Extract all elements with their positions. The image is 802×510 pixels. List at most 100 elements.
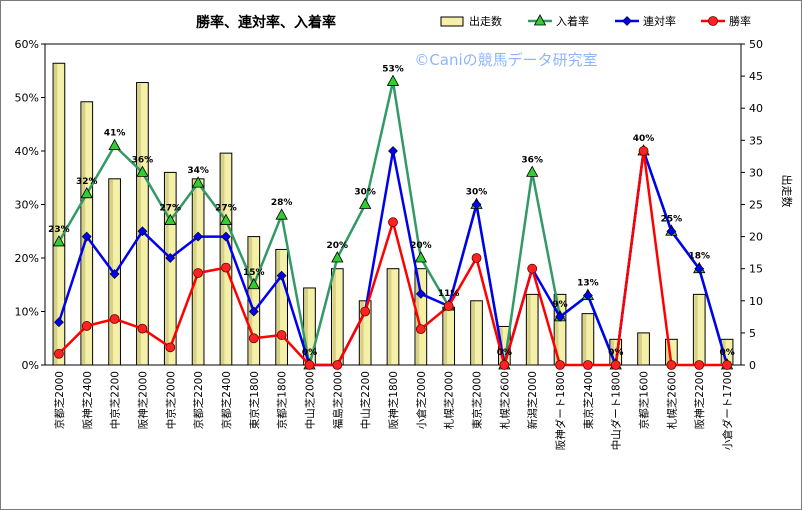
point-circle	[54, 348, 64, 359]
point-diamond	[109, 269, 120, 279]
bar-shade	[81, 102, 86, 364]
point-diamond	[415, 288, 426, 299]
legend-item: 入着率	[528, 14, 589, 28]
point-triangle	[136, 165, 149, 177]
bar	[525, 293, 539, 366]
point-triangle	[191, 176, 205, 188]
legend-label: 入着率	[556, 14, 589, 28]
bar-shade	[443, 308, 448, 364]
bar-body	[525, 293, 539, 366]
right-tick-label: 15	[749, 263, 763, 276]
left-tick-label: 0%	[22, 359, 39, 372]
right-tick-label: 20	[749, 231, 763, 244]
left-tick-label: 30%	[15, 199, 39, 212]
bar	[52, 62, 66, 366]
category-label: 京都芝2000	[53, 371, 66, 429]
point-circle	[610, 360, 621, 370]
category-label: 阪神芝1800	[387, 371, 400, 429]
bar-shade	[221, 154, 225, 364]
bar-shade	[165, 173, 169, 364]
point-triangle	[108, 138, 121, 151]
bar-shade	[276, 250, 281, 364]
category-label: 中山芝2000	[303, 371, 316, 429]
point-diamond	[193, 231, 204, 242]
point-triangle	[414, 251, 428, 263]
bar-body	[386, 268, 400, 366]
right-tick-label: 5	[749, 327, 756, 340]
data-label: 0%	[497, 348, 512, 358]
bar	[581, 313, 595, 366]
right-axis-label: 出走数	[780, 175, 794, 208]
bar-body	[219, 152, 233, 366]
point-diamond	[165, 253, 176, 263]
category-label: 阪神芝2400	[81, 371, 94, 429]
data-label: 15%	[243, 268, 265, 278]
data-label: 23%	[48, 225, 70, 235]
bar-shade	[304, 288, 308, 364]
data-label: 20%	[410, 241, 432, 251]
category-label: 新潟芝2000	[526, 371, 539, 429]
point-triangle	[331, 251, 344, 263]
point-circle	[109, 314, 120, 324]
bar-shade	[583, 314, 587, 364]
data-label: 28%	[271, 198, 293, 208]
category-label: 京都芝1600	[638, 371, 651, 429]
category-label: 阪神芝2200	[693, 371, 706, 429]
point-triangle	[358, 197, 372, 209]
chart-title: 勝率、連対率、入着率	[196, 14, 336, 31]
point-triangle	[164, 213, 177, 225]
left-tick-label: 60%	[15, 38, 39, 51]
data-label: 32%	[76, 177, 98, 187]
legend-label: 出走数	[469, 14, 502, 28]
category-label: 札幌芝2600	[665, 371, 678, 429]
right-tick-label: 25	[749, 199, 763, 212]
category-label: 東京芝1800	[248, 371, 261, 429]
point-circle	[221, 262, 231, 273]
point-diamond	[694, 263, 705, 274]
line-series	[52, 74, 734, 370]
data-label: 20%	[327, 241, 349, 251]
data-label: 53%	[382, 64, 404, 74]
point-circle	[638, 146, 649, 156]
bar-body	[136, 82, 149, 366]
left-tick-label: 40%	[15, 145, 39, 158]
legend-label: 連対率	[643, 14, 676, 28]
left-tick-label: 10%	[15, 306, 39, 319]
point-diamond	[555, 311, 565, 322]
point-circle	[555, 360, 565, 370]
data-label: 18%	[688, 252, 710, 262]
category-label: 東京芝2400	[582, 371, 595, 429]
bar-shade	[555, 295, 559, 364]
point-diamond	[276, 270, 287, 281]
point-circle	[443, 301, 454, 312]
right-tick-label: 0	[749, 359, 756, 372]
point-triangle	[80, 186, 93, 199]
legend-item: 出走数	[440, 14, 502, 28]
bar	[692, 293, 706, 366]
point-circle	[332, 360, 343, 370]
bar-body	[470, 300, 483, 366]
point-circle	[248, 333, 259, 344]
right-tick-label: 45	[749, 70, 763, 83]
point-diamond	[221, 231, 231, 242]
point-circle	[276, 330, 287, 340]
point-circle	[415, 324, 426, 335]
bar-shade	[54, 64, 58, 364]
bar-shade	[638, 333, 642, 364]
data-label: 30%	[354, 188, 376, 198]
data-label: 0%	[302, 348, 317, 358]
category-label: 中山芝2200	[359, 371, 372, 429]
left-axis: 0% 10% 20% 30% 40% 50% 60%	[15, 38, 45, 372]
bar-shade	[471, 301, 475, 364]
bar-body	[52, 62, 66, 366]
bar-body	[163, 171, 177, 366]
right-axis: 0 5 10 15 20 25 30 35 40 45 50	[741, 38, 763, 372]
right-tick-label: 40	[749, 102, 763, 115]
category-label: 中山ダート1800	[610, 371, 623, 450]
bar-shade	[694, 295, 698, 364]
right-tick-label: 10	[749, 295, 763, 308]
left-tick-label: 50%	[15, 92, 39, 105]
legend-item: 連対率	[615, 14, 676, 28]
point-triangle	[52, 235, 66, 247]
watermark: ©Caniの競馬データ研究室	[414, 51, 597, 69]
